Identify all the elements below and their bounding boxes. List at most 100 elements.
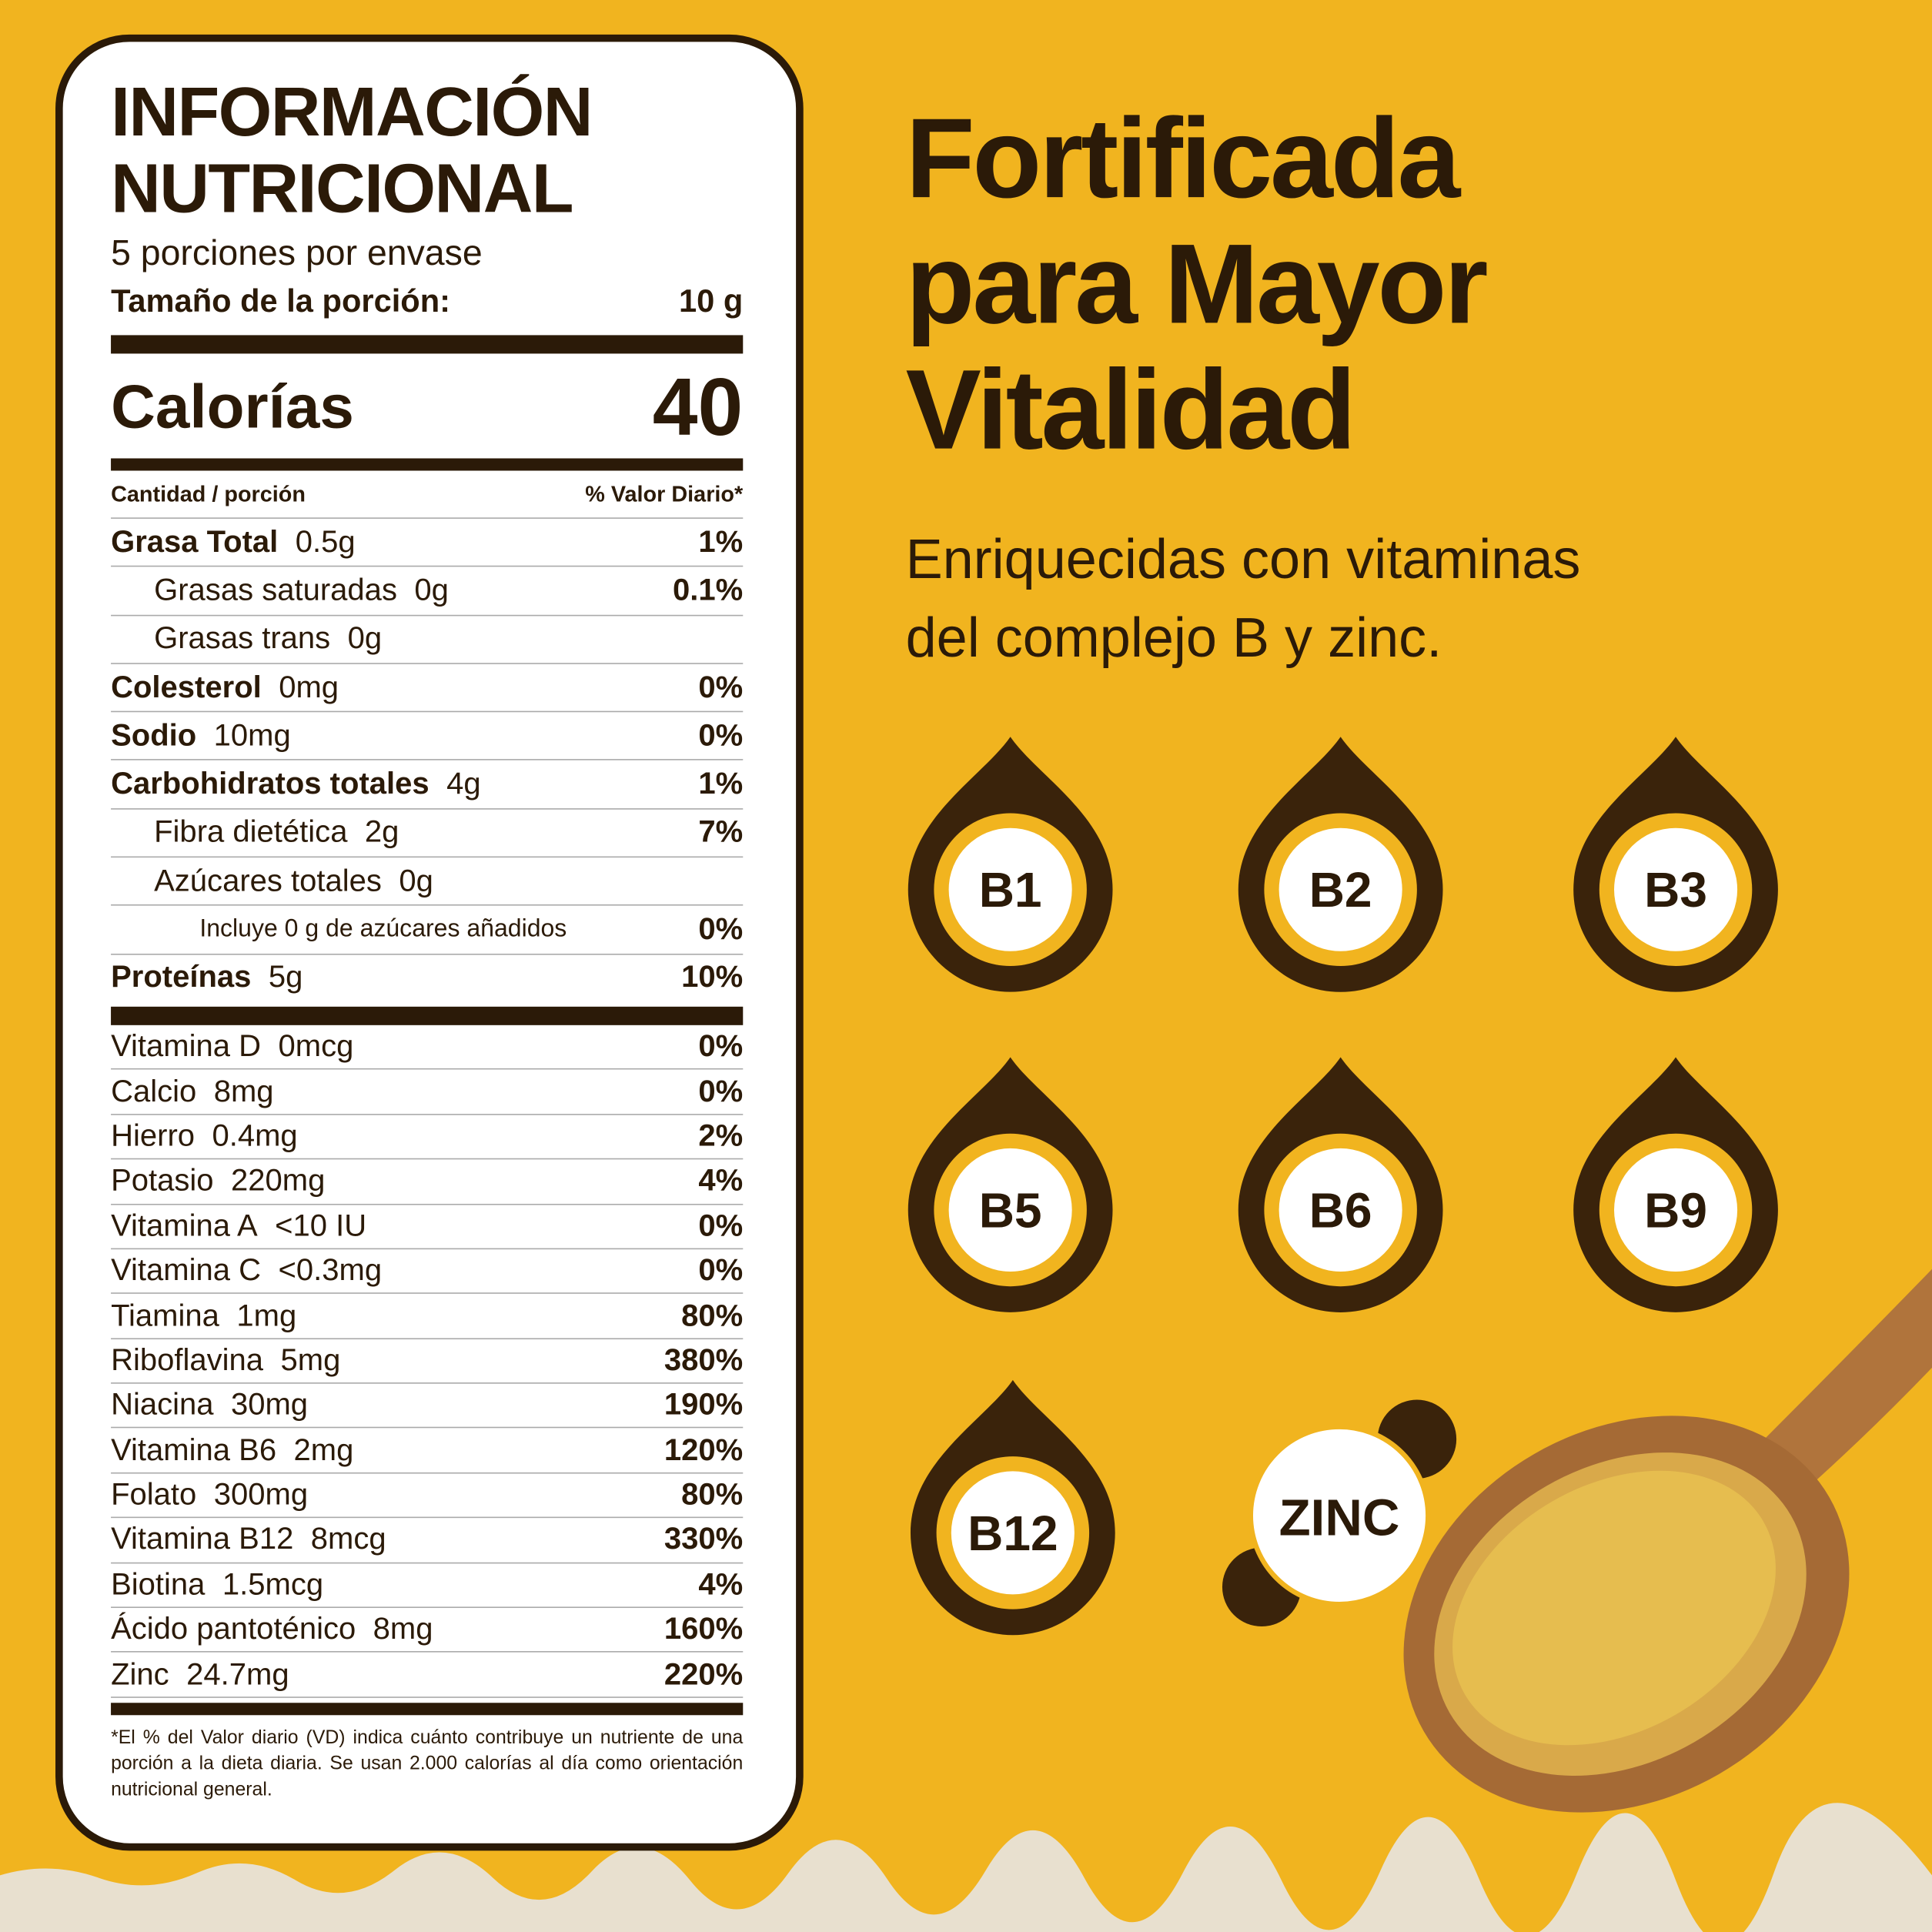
thick-rule	[111, 335, 744, 354]
nutrient-name-group: Zinc 24.7mg	[111, 1656, 289, 1692]
nutrient-row: Grasas saturadas 0g 0.1%	[111, 567, 743, 616]
nutrient-dv: 0%	[698, 670, 744, 704]
drop-center	[1279, 827, 1402, 951]
nutrient-name-group: Biotina 1.5mcg	[111, 1567, 323, 1603]
nutrient-name: Ácido pantoténico	[111, 1612, 356, 1647]
nutrient-name-group: Fibra dietética 2g	[111, 815, 399, 851]
nutrient-row: Ácido pantoténico 8mg 160%	[111, 1608, 743, 1653]
nutrient-amount: 2g	[364, 814, 399, 850]
nutrient-row: Vitamina D 0mcg 0%	[111, 1025, 744, 1071]
drop-center	[951, 1471, 1075, 1595]
nutrient-amount: 0.5g	[295, 524, 356, 560]
nutrient-name: Incluye 0 g de azúcares añadidos	[199, 915, 567, 943]
zinc-badge	[1248, 1424, 1431, 1607]
nutrient-name: Grasa Total	[111, 524, 279, 560]
nutrient-name: Tiamina	[111, 1298, 219, 1333]
nutrient-dv: 190%	[663, 1387, 744, 1422]
drop-center	[948, 1148, 1072, 1272]
nutrient-dv: 0%	[698, 1074, 744, 1108]
ground	[0, 1803, 1932, 1932]
label-title: INFORMACIÓN	[111, 72, 593, 151]
nutrient-dv: 0%	[698, 1028, 744, 1064]
nutrient-amount: 0g	[399, 863, 433, 898]
nutrient-name: Calcio	[111, 1074, 197, 1108]
nutrient-amount: 0mcg	[278, 1028, 354, 1064]
nutrient-name-group: Calcio 8mg	[111, 1074, 274, 1109]
nutrient-name-group: Azúcares totales 0g	[111, 864, 433, 899]
nutrient-name: Niacina	[111, 1387, 214, 1422]
zinc-label: ZINC	[1279, 1489, 1400, 1547]
nutrient-amount: 5mg	[280, 1342, 341, 1378]
nutrient-name-group: Proteínas 5g	[111, 961, 303, 996]
nutrient-name-group: Carbohidratos totales 4g	[111, 767, 481, 802]
nutrient-dv: 80%	[681, 1477, 744, 1513]
nutrient-dv: 0.1%	[673, 573, 744, 608]
nutrient-dv: 160%	[663, 1612, 744, 1647]
nutrient-dv: 10%	[681, 960, 744, 995]
drop-center	[1279, 1148, 1402, 1272]
nutrient-amount: 5g	[268, 960, 303, 995]
nutrient-name: Grasas saturadas	[154, 573, 397, 608]
nutrient-row: Carbohidratos totales 4g 1%	[111, 760, 743, 810]
nutrient-amount: 0g	[414, 573, 449, 608]
nutrient-row: Folato 300mg 80%	[111, 1473, 744, 1519]
nutrient-name: Vitamina B6	[111, 1432, 277, 1467]
nutrient-row: Fibra dietética 2g 7%	[111, 809, 743, 858]
nutrient-row: Incluye 0 g de azúcares añadidos 0%	[111, 906, 744, 955]
nutrient-amount: <10 IU	[275, 1208, 367, 1243]
nutrient-amount: 30mg	[230, 1387, 309, 1422]
nutrient-name: Zinc	[111, 1656, 169, 1692]
footnote: *El % del Valor diario (VD) indica cuánt…	[111, 1727, 744, 1800]
nutrient-dv: 0%	[698, 1253, 744, 1288]
nutrient-name: Potasio	[111, 1163, 214, 1198]
nutrient-name-group: Tiamina 1mg	[111, 1298, 296, 1333]
spoon	[1403, 1269, 1932, 1813]
nutrient-name-group: Sodio 10mg	[111, 718, 291, 754]
nutrient-row: Proteínas 5g 10%	[111, 954, 743, 1001]
nutrient-name-group: Riboflavina 5mg	[111, 1343, 340, 1379]
drop-label: B9	[1644, 1182, 1707, 1238]
serving-size-label: Tamaño de la porción:	[111, 282, 450, 319]
nutrient-amount: 8mcg	[310, 1522, 386, 1557]
nutrient-dv: 380%	[663, 1342, 744, 1378]
nutrient-name: Fibra dietética	[154, 814, 348, 850]
thick-rule	[111, 1006, 744, 1025]
nutrition-label: INFORMACIÓN NUTRICIONAL 5 porciones por en…	[111, 72, 744, 1803]
nutrient-name: Sodio	[111, 717, 197, 753]
serving-size-value: 10 g	[678, 282, 744, 319]
nutrient-row: Azúcares totales 0g	[111, 857, 744, 907]
nutrient-name-group: Vitamina D 0mcg	[111, 1029, 353, 1065]
nutrient-name: Vitamina D	[111, 1028, 262, 1064]
nutrient-amount: 0.4mg	[212, 1118, 298, 1154]
drop-label: B12	[968, 1506, 1058, 1561]
serving-size-row: Tamaño de la porción: 10 g	[111, 282, 743, 321]
nutrient-dv: 4%	[698, 1566, 744, 1602]
nutrient-name-group: Grasas trans 0g	[111, 621, 382, 657]
nutrient-row: Vitamina B12 8mcg 330%	[111, 1519, 743, 1563]
nutrient-amount: <0.3mg	[278, 1253, 383, 1288]
nutrient-row: Vitamina A <10 IU 0%	[111, 1205, 744, 1250]
calories-row: Calorías 40	[111, 353, 743, 458]
nutrient-name: Proteínas	[111, 960, 252, 995]
nutrient-name-group: Ácido pantoténico 8mg	[111, 1612, 433, 1647]
nutrient-name: Vitamina A	[111, 1208, 258, 1243]
nutrient-dv: 0%	[698, 1208, 744, 1243]
nutrient-row: Colesterol 0mg 0%	[111, 664, 743, 713]
nutrient-name-group: Grasas saturadas 0g	[111, 573, 449, 608]
subtitle: Enriquecidas con vitaminas	[905, 527, 1581, 590]
nutrient-row: Grasas trans 0g	[111, 616, 744, 664]
nutrient-amount: 2mg	[293, 1432, 354, 1467]
thick-rule	[111, 1702, 744, 1715]
calories-value: 40	[652, 360, 744, 452]
nutrient-name: Folato	[111, 1477, 197, 1513]
nutrient-name-group: Niacina 30mg	[111, 1388, 308, 1423]
nutrient-dv: 0%	[698, 717, 744, 753]
nutrient-dv: 0%	[698, 911, 744, 947]
nutrient-amount: 8mg	[373, 1612, 433, 1647]
header-dv: % Valor Diario*	[585, 481, 744, 506]
nutrient-name-group: Colesterol 0mg	[111, 670, 339, 705]
label-title: NUTRICIONAL	[111, 149, 573, 227]
drop-label: B1	[979, 862, 1042, 918]
